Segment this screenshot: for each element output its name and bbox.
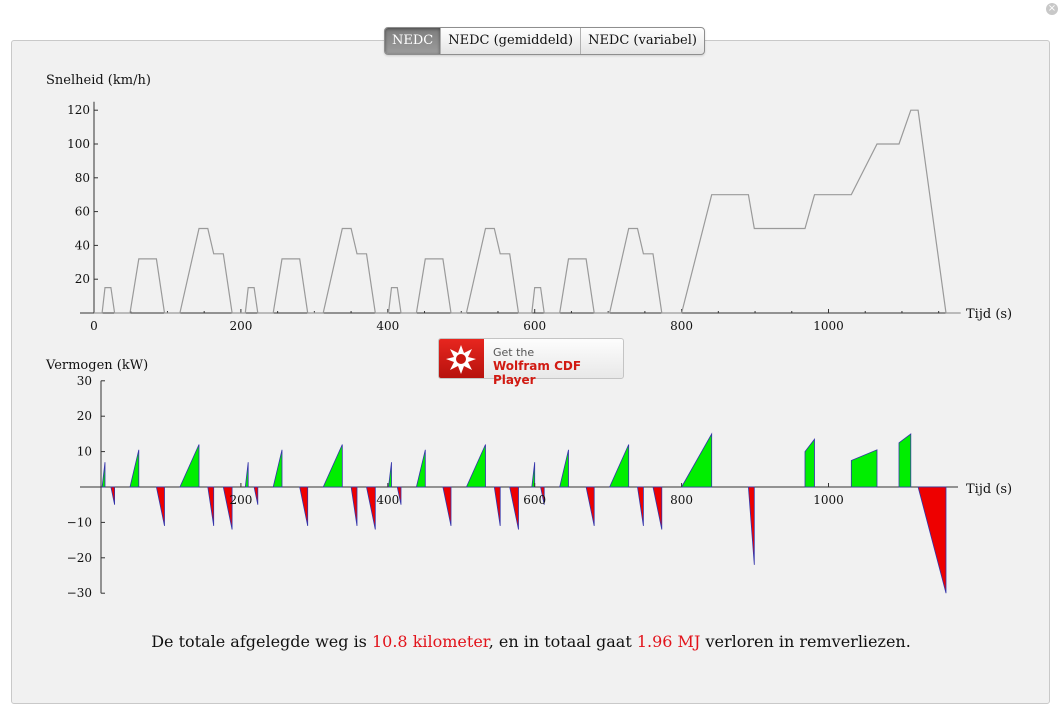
- y-tick-label: −10: [67, 515, 92, 529]
- cdf-line1: Get the: [493, 346, 535, 359]
- x-axis-title: Tijd (s): [966, 307, 1012, 322]
- x-tick-label: 400: [376, 493, 399, 507]
- acceleration-area: [850, 449, 878, 488]
- braking-area: [585, 486, 595, 526]
- braking-area: [366, 486, 376, 530]
- tab-nedc-variabel[interactable]: NEDC (variabel): [580, 28, 704, 54]
- acceleration-area: [531, 462, 536, 488]
- speed-chart: 20 40 60 80 100 120 0 200 400 600 800 1000 Snelheid …: [46, 73, 1012, 333]
- acceleration-area: [388, 462, 392, 488]
- power-chart: −30 −20 −10 10 20 30 200 400 600 800 1000 Vermogen …: [45, 358, 1012, 600]
- tab-nedc-gemiddeld[interactable]: NEDC (gemiddeld): [440, 28, 580, 54]
- close-icon[interactable]: ×: [1046, 3, 1058, 15]
- setter-bar: NEDC NEDC (gemiddeld) NEDC (variabel): [384, 27, 705, 55]
- cdf-line2: Wolfram CDF Player: [493, 359, 582, 387]
- acceleration-area: [465, 444, 486, 488]
- y-tick-label: 40: [75, 238, 90, 252]
- braking-area: [155, 486, 165, 526]
- acceleration-area: [680, 432, 713, 488]
- x-tick-label: 800: [670, 493, 693, 507]
- y-tick-label: 30: [77, 374, 92, 388]
- x-axis-title: Tijd (s): [966, 482, 1012, 497]
- energy-value: 1.96 MJ: [636, 632, 701, 651]
- y-axis-title: Vermogen (kW): [45, 358, 148, 373]
- summary-suffix: verloren in remverliezen.: [700, 632, 911, 651]
- y-tick-label: 100: [67, 137, 90, 151]
- x-tick-label: 1000: [813, 493, 844, 507]
- acceleration-area: [415, 449, 426, 488]
- acceleration-area: [898, 433, 912, 488]
- y-tick-label: 60: [75, 205, 90, 219]
- acceleration-area: [101, 462, 106, 488]
- braking-area: [110, 486, 115, 505]
- braking-area: [350, 486, 358, 526]
- x-tick-label: 0: [90, 319, 98, 333]
- get-cdf-player-button[interactable]: Get the Wolfram CDF Player: [438, 338, 624, 387]
- x-tick-label: 1000: [813, 319, 844, 333]
- braking-area: [540, 486, 545, 505]
- y-tick-label: −20: [67, 551, 92, 565]
- x-tick-label: 800: [670, 319, 693, 333]
- y-tick-label: 20: [75, 272, 90, 286]
- braking-area: [207, 486, 215, 526]
- braking-area: [652, 486, 663, 530]
- acceleration-area: [129, 449, 140, 488]
- braking-area: [637, 486, 644, 526]
- acceleration-area: [559, 449, 569, 488]
- x-tick-label: 600: [523, 493, 546, 507]
- y-axis-title: Snelheid (km/h): [46, 73, 151, 88]
- y-tick-label: 80: [75, 171, 90, 185]
- braking-area: [509, 486, 519, 530]
- x-tick-label: 600: [523, 319, 546, 333]
- wolfram-spikey-icon: [439, 339, 484, 378]
- braking-area: [396, 486, 402, 505]
- acceleration-area: [804, 438, 815, 488]
- braking-area: [222, 486, 233, 530]
- summary-text: De totale afgelegde weg is 10.8 kilomete…: [0, 632, 1062, 651]
- braking-area: [747, 486, 755, 565]
- y-tick-label: 20: [77, 409, 92, 423]
- acceleration-area: [179, 444, 200, 488]
- summary-middle: , en in totaal gaat: [488, 632, 637, 651]
- acceleration-area: [244, 462, 249, 488]
- braking-area: [442, 486, 452, 526]
- acceleration-area: [608, 444, 630, 488]
- speed-series-line: [94, 109, 961, 314]
- y-tick-label: −30: [67, 586, 92, 600]
- x-tick-label: 200: [229, 319, 252, 333]
- braking-area: [299, 486, 309, 526]
- acceleration-area: [322, 444, 343, 488]
- y-tick-label: 10: [77, 445, 92, 459]
- acceleration-area: [272, 449, 283, 488]
- braking-area: [253, 486, 259, 505]
- tab-nedc[interactable]: NEDC: [385, 28, 441, 54]
- x-tick-label: 400: [376, 319, 399, 333]
- braking-area: [917, 486, 947, 594]
- x-tick-label: 200: [229, 493, 252, 507]
- braking-area: [493, 486, 501, 526]
- distance-value: 10.8 kilometer: [371, 632, 489, 651]
- y-tick-label: 120: [67, 103, 90, 117]
- summary-prefix: De totale afgelegde weg is: [151, 632, 372, 651]
